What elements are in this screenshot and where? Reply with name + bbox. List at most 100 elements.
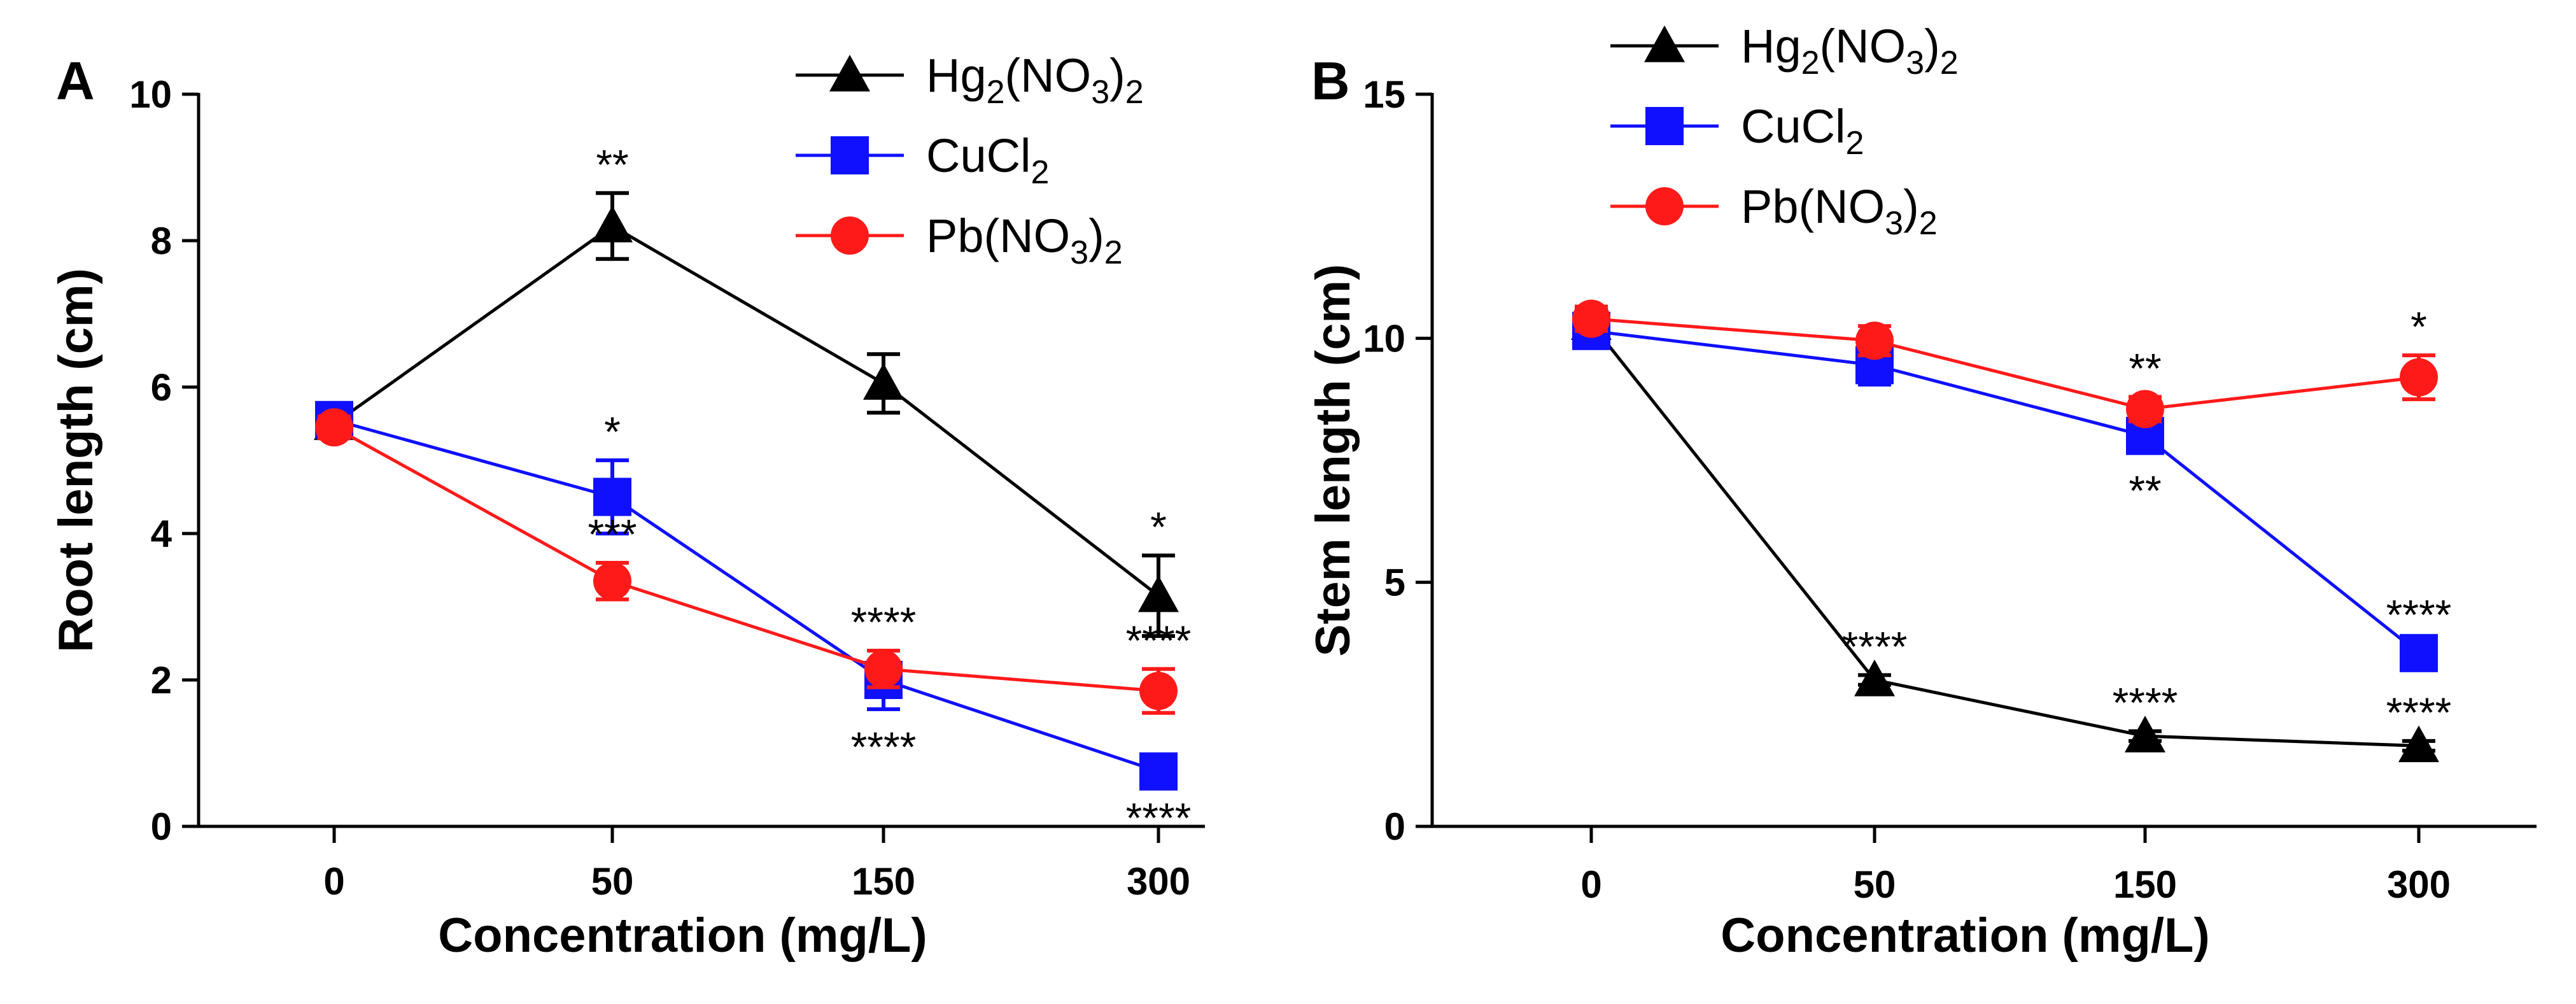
data-point: [2400, 633, 2438, 672]
y-tick-label: 6: [151, 366, 172, 409]
significance-label: **: [2129, 467, 2161, 514]
significance-label: ****: [851, 723, 917, 770]
series-line: [1591, 329, 2420, 654]
legend-subscript: 3: [1906, 45, 1924, 81]
panel-letter: B: [1311, 51, 1350, 111]
legend-subscript: 2: [987, 74, 1005, 111]
series-line: [1590, 322, 2419, 747]
significance-label: *: [2411, 303, 2427, 350]
legend-label: Hg2(NO3)2: [926, 49, 1144, 111]
legend-label: Pb(NO3)2: [926, 209, 1123, 271]
legend-marker: [829, 55, 870, 92]
legend-label-main: Pb(NO: [926, 209, 1070, 262]
y-tick-label: 10: [1363, 317, 1405, 360]
legend-marker: [1645, 187, 1684, 225]
y-axis-title: Root length (cm): [49, 268, 103, 653]
legend-subscript: 3: [1070, 234, 1088, 271]
significance-label: ****: [1842, 623, 1908, 670]
legend-label-part: ): [1924, 20, 1940, 73]
x-tick-label: 0: [1580, 863, 1601, 906]
data-point: [863, 363, 904, 400]
y-tick-label: 5: [1384, 562, 1405, 604]
significance-label: ****: [2386, 689, 2452, 736]
x-axis-title: Concentration (mg/L): [1721, 909, 2209, 963]
x-tick-label: 0: [323, 860, 344, 903]
significance-label: **: [2129, 344, 2161, 392]
significance-label: *: [1150, 504, 1167, 551]
legend-label-part: (NO: [1820, 20, 1906, 73]
y-tick-label: 2: [151, 659, 172, 702]
legend-label-main: CuCl: [926, 129, 1031, 182]
panel-a: A 0 2 4 6 8 10 0 50 150 300 Concentration (mg/L) Roo…: [49, 49, 1205, 963]
significance-label: **: [596, 141, 628, 188]
data-point: [1572, 299, 1610, 338]
series-line: [334, 418, 1159, 774]
series-square: *********: [315, 400, 1191, 842]
series-square: ******: [1572, 311, 2452, 672]
y-tick-label: 4: [151, 513, 172, 555]
significance-label: ****: [1126, 617, 1192, 664]
significance-label: ****: [2386, 591, 2452, 639]
legend-subscript: 3: [1885, 205, 1903, 242]
y-tick-label: 0: [151, 805, 172, 848]
legend-subscript: 2: [1125, 74, 1144, 111]
legend-label-main: Hg: [926, 49, 987, 102]
data-point: [1139, 752, 1178, 791]
series-circle: ***: [1572, 299, 2438, 428]
legend-label-part: (NO: [1005, 49, 1092, 102]
significance-label: ***: [588, 511, 637, 558]
legend-label-main: Hg: [1741, 20, 1801, 73]
legend-marker: [831, 136, 869, 174]
legend-label: Hg2(NO3)2: [1741, 20, 1959, 81]
y-tick-label: 10: [129, 73, 172, 116]
legend-label: Pb(NO3)2: [1741, 180, 1938, 242]
data-point: [864, 649, 903, 688]
y-tick-label: 0: [1384, 805, 1405, 848]
legend-label-part: ): [1903, 180, 1919, 233]
y-tick-label: 15: [1363, 73, 1405, 116]
y-axis-title: Stem length (cm): [1306, 264, 1360, 657]
legend-label: CuCl2: [926, 129, 1049, 191]
legend-label-part: ): [1088, 209, 1104, 262]
data-point: [592, 206, 633, 243]
series-triangle: ***: [314, 141, 1179, 638]
legend-subscript: 3: [1091, 74, 1109, 111]
data-point: [2125, 716, 2165, 753]
series-line: [333, 224, 1160, 597]
legend-subscript: 2: [1104, 234, 1123, 271]
data-point: [1854, 660, 1895, 696]
data-point: [593, 477, 631, 516]
series-circle: ******* ****: [315, 408, 1192, 715]
legend-marker: [831, 216, 869, 255]
legend-label-main: CuCl: [1741, 100, 1845, 153]
data-point: [2126, 390, 2164, 428]
legend-subscript: 2: [1031, 154, 1049, 191]
series-line: [1591, 317, 2419, 411]
data-point: [1855, 322, 1894, 360]
series-triangle: ******** ****: [1571, 303, 2452, 763]
x-axis-title: Concentration (mg/L): [438, 909, 927, 963]
data-point: [2398, 725, 2439, 763]
x-tick-label: 150: [852, 860, 915, 903]
significance-label: ****: [851, 598, 917, 646]
x-tick-label: 50: [591, 860, 634, 903]
legend-subscript: 2: [1845, 125, 1864, 162]
legend-label-main: Pb(NO: [1741, 180, 1885, 233]
significance-label: ****: [2113, 679, 2178, 726]
legend-label: CuCl2: [1741, 100, 1864, 162]
legend-subscript: 2: [1801, 45, 1820, 81]
x-tick-label: 300: [2387, 863, 2451, 906]
legend-subscript: 2: [1919, 205, 1938, 242]
data-point: [1139, 672, 1178, 711]
significance-label: *: [604, 408, 621, 455]
data-point: [1138, 575, 1179, 612]
panel-letter: A: [56, 51, 95, 111]
x-tick-label: 300: [1127, 860, 1190, 903]
y-tick-label: 8: [151, 220, 172, 262]
legend-label-part: ): [1109, 49, 1125, 102]
legend-marker: [1644, 25, 1685, 62]
data-point: [315, 408, 353, 447]
